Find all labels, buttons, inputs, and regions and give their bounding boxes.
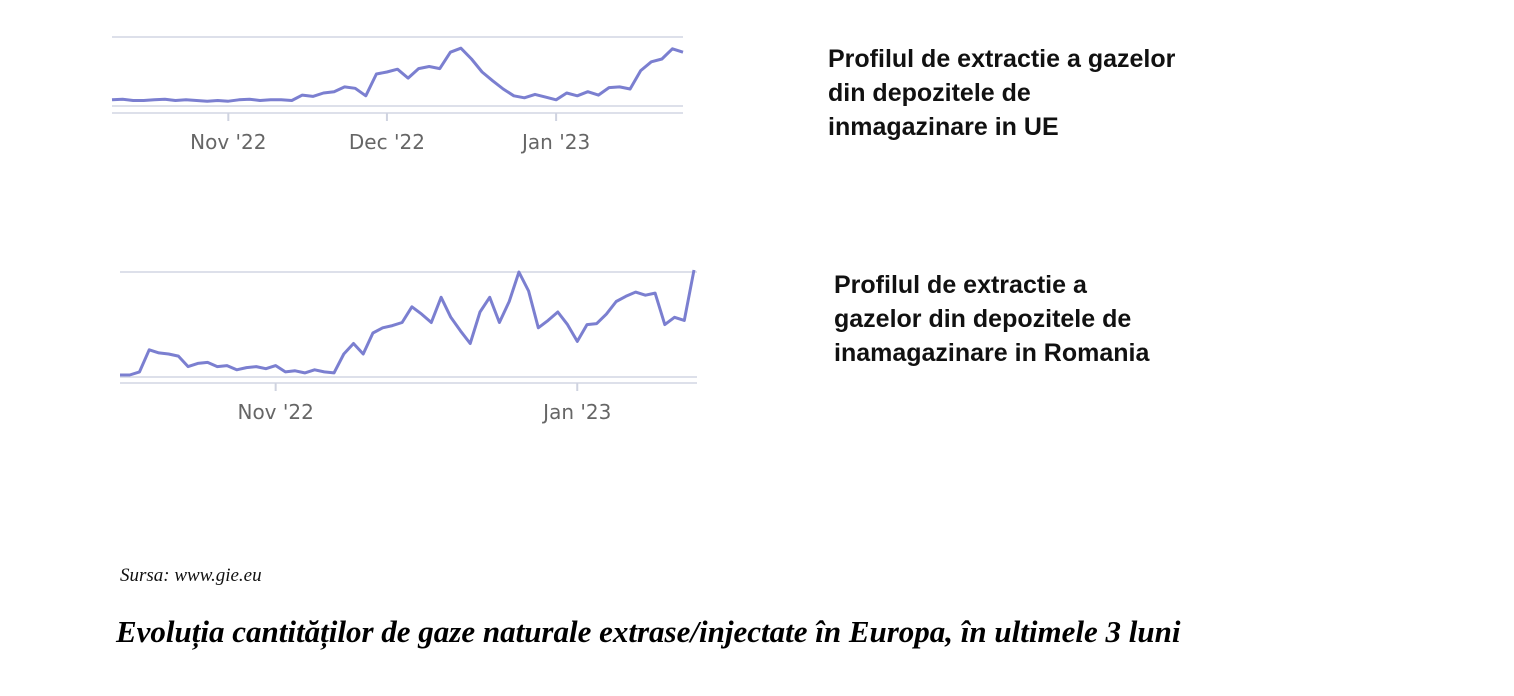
x-tick-label: Nov '22: [237, 400, 313, 424]
chart-title: Profilul de extractie a gazelor din depoz…: [828, 42, 1175, 144]
title-line: Profilul de extractie a: [834, 271, 1087, 299]
chart-title: Profilul de extractie a gazelor din depoz…: [834, 268, 1149, 370]
source: Sursa: www.gie.eu: [120, 565, 262, 586]
x-tick-label: Dec '22: [349, 130, 425, 154]
x-tick-label: Nov '22: [190, 130, 266, 154]
x-tick-label: Jan '23: [541, 400, 611, 424]
title-line: Profilul de extractie a gazelor: [828, 45, 1176, 73]
title-line: din depozitele de: [828, 79, 1031, 107]
caption: Evoluția cantităților de gaze naturale e…: [116, 614, 1181, 649]
x-tick-label: Jan '23: [520, 130, 590, 154]
data-line: [111, 46, 684, 103]
title-line: gazelor din depozitele de: [834, 305, 1132, 333]
title-line: inmagazinare in UE: [828, 113, 1059, 141]
data-line: [120, 269, 696, 377]
title-line: inamagazinare in Romania: [834, 339, 1150, 367]
